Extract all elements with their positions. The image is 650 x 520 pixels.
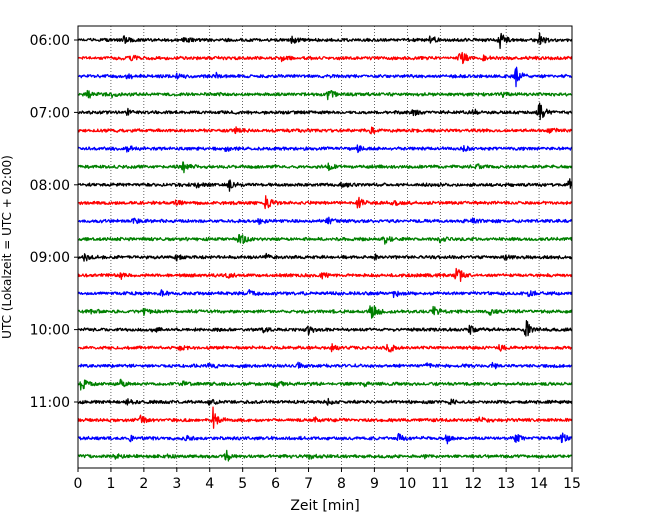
x-tick-label: 13 <box>497 476 515 492</box>
trace-0745 <box>77 161 573 174</box>
trace-1045 <box>77 378 573 391</box>
x-tick-label: 9 <box>370 476 379 492</box>
y-tick-label: 07:00 <box>30 105 70 121</box>
trace-0900 <box>77 252 573 262</box>
trace-1100 <box>77 397 573 406</box>
x-tick-label: 12 <box>464 476 482 492</box>
y-tick-label: 08:00 <box>30 178 70 194</box>
trace-0945 <box>77 305 573 319</box>
x-axis-ticks: 0 1 2 3 4 5 6 7 8 9 10 11 12 13 14 15 <box>74 468 581 492</box>
x-tick-label: 4 <box>205 476 214 492</box>
x-axis-label: Zeit [min] <box>290 498 359 514</box>
x-tick-label: 2 <box>139 476 148 492</box>
trace-0600 <box>77 32 573 49</box>
trace-1030 <box>77 361 573 370</box>
trace-1145 <box>77 449 573 462</box>
x-tick-label: 15 <box>563 476 581 492</box>
y-tick-label: 06:00 <box>30 33 70 49</box>
trace-0730 <box>77 144 573 154</box>
x-tick-label: 11 <box>431 476 449 492</box>
trace-0915 <box>77 267 573 282</box>
trace-0615 <box>77 51 573 65</box>
trace-1015 <box>77 343 573 353</box>
trace-1115 <box>77 406 573 429</box>
seismogram-traces <box>77 32 573 462</box>
y-axis-ticks: 06:00 07:00 08:00 09:00 10:00 11:00 <box>30 33 78 411</box>
trace-0830 <box>77 216 573 226</box>
y-tick-label: 10:00 <box>30 323 70 339</box>
y-tick-label: 11:00 <box>30 395 70 411</box>
trace-0645 <box>77 89 573 101</box>
x-tick-label: 5 <box>238 476 247 492</box>
x-tick-label: 6 <box>271 476 280 492</box>
y-axis-label: UTC (Lokalzeit = UTC + 02:00) <box>0 155 14 339</box>
trace-0930 <box>77 289 573 299</box>
trace-0715 <box>77 126 573 135</box>
x-tick-label: 7 <box>304 476 313 492</box>
trace-0815 <box>77 195 573 210</box>
trace-0800 <box>77 178 573 192</box>
plot-frame <box>77 25 573 469</box>
trace-0630 <box>77 66 573 88</box>
trace-1130 <box>77 432 573 445</box>
x-tick-label: 0 <box>74 476 83 492</box>
trace-0845 <box>77 233 573 245</box>
trace-0700 <box>77 102 573 121</box>
x-tick-label: 3 <box>172 476 181 492</box>
x-tick-label: 14 <box>530 476 548 492</box>
trace-1000 <box>77 320 573 337</box>
x-tick-label: 10 <box>398 476 416 492</box>
x-tick-label: 1 <box>106 476 115 492</box>
x-tick-label: 8 <box>337 476 346 492</box>
y-tick-label: 09:00 <box>30 250 70 266</box>
